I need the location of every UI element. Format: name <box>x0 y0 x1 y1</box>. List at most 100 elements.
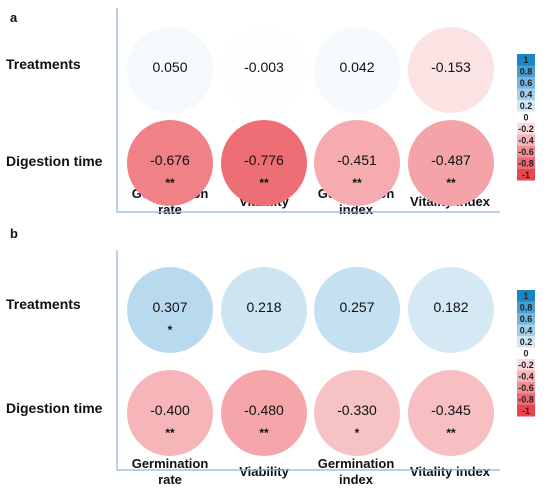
colorbar-tick-label: 0.6 <box>520 314 533 324</box>
colorbar-tick-label: -1 <box>522 406 530 416</box>
colorbar-swatch <box>517 146 535 158</box>
correlation-circle <box>408 120 494 206</box>
correlation-circle <box>314 370 400 456</box>
correlation-heatmap-b: 0.307 * 0.218 0.257 0.182 -0.400 ** -0.480 ** -0.… <box>116 250 535 471</box>
row-label-treatments: Treatments <box>6 56 81 72</box>
significance-marker: ** <box>446 176 456 190</box>
colorbar-tick-label: -0.8 <box>518 159 534 169</box>
colorbar-swatch <box>517 88 535 100</box>
colorbar-tick-label: 0.8 <box>520 303 533 313</box>
correlation-value-label: 0.307 <box>152 299 187 315</box>
correlation-value-label: -0.330 <box>337 402 377 418</box>
colorbar-swatch <box>517 336 535 348</box>
panel-letter: b <box>10 226 18 241</box>
colorbar-swatch <box>517 54 535 66</box>
correlation-circle <box>221 27 307 113</box>
colorbar-tick-label: -0.4 <box>518 372 534 382</box>
correlation-value-label: -0.400 <box>150 402 190 418</box>
col-label-line: Germination <box>131 456 209 471</box>
row-label-treatments: Treatments <box>6 296 81 312</box>
correlation-circle <box>127 267 213 353</box>
colorbar-swatch <box>517 100 535 112</box>
col-label-germination-rate: Germination rate <box>122 456 218 488</box>
colorbar-tick-label: -0.8 <box>518 395 534 405</box>
correlation-value-label: -0.153 <box>431 59 471 75</box>
colorbar-swatch <box>517 65 535 77</box>
correlation-value-label: -0.776 <box>244 152 284 168</box>
significance-marker: ** <box>165 426 175 440</box>
panel-letter: a <box>10 10 18 25</box>
correlation-value-label: -0.487 <box>431 152 471 168</box>
colorbar-tick-label: -0.2 <box>518 360 534 370</box>
correlation-circle <box>127 370 213 456</box>
correlation-value-label: 0.218 <box>246 299 281 315</box>
significance-marker: ** <box>352 176 362 190</box>
correlation-circle <box>314 27 400 113</box>
colorbar-swatch <box>517 111 535 123</box>
colorbar-swatch <box>517 370 535 382</box>
correlation-value-label: 0.042 <box>339 59 374 75</box>
colorbar-tick-label: 0.6 <box>520 78 533 88</box>
correlation-circle <box>221 267 307 353</box>
correlation-circle <box>408 370 494 456</box>
correlation-circle <box>408 267 494 353</box>
colorbar-swatch <box>517 134 535 146</box>
colorbar-swatch <box>517 169 535 181</box>
col-label-line: index <box>339 202 373 217</box>
colorbar-swatch <box>517 405 535 417</box>
row-label-digestion-time: Digestion time <box>6 153 103 169</box>
correlation-value-label: 0.182 <box>433 299 468 315</box>
colorbar-swatch <box>517 324 535 336</box>
colorbar-tick-label: 1 <box>523 55 528 65</box>
colorbar-tick-label: 1 <box>523 291 528 301</box>
col-label-viability: Viability <box>216 464 312 480</box>
correlation-circle <box>127 120 213 206</box>
colorbar-tick-label: 0.2 <box>520 101 533 111</box>
colorbar-tick-label: 0.8 <box>520 67 533 77</box>
colorbar-tick-label: 0.2 <box>520 337 533 347</box>
colorbar-tick-label: -0.6 <box>518 147 534 157</box>
colorbar-tick-label: 0.4 <box>520 90 533 100</box>
correlation-circle <box>221 370 307 456</box>
colorbar-swatch <box>517 123 535 135</box>
colorbar-tick-label: -0.6 <box>518 383 534 393</box>
correlation-circle <box>127 27 213 113</box>
significance-marker: ** <box>446 426 456 440</box>
correlation-value-label: -0.345 <box>431 402 471 418</box>
colorbar-swatch <box>517 301 535 313</box>
colorbar-swatch <box>517 290 535 302</box>
colorbar-swatch <box>517 157 535 169</box>
correlation-circle <box>221 120 307 206</box>
correlation-value-label: -0.480 <box>244 402 284 418</box>
col-label-line: Viability <box>239 464 289 479</box>
correlation-circle <box>314 267 400 353</box>
colorbar-tick-label: 0 <box>523 349 528 359</box>
colorbar-swatch <box>517 313 535 325</box>
col-label-vitality-index: Vitality index <box>402 464 498 480</box>
col-label-line: rate <box>158 202 182 217</box>
colorbar-tick-label: -0.2 <box>518 124 534 134</box>
colorbar-tick-label: 0.4 <box>520 326 533 336</box>
colorbar-tick-label: -0.4 <box>518 136 534 146</box>
col-label-line: rate <box>158 472 182 487</box>
panel-b: b Treatments Digestion time Germination … <box>0 226 550 498</box>
col-label-line: index <box>339 472 373 487</box>
col-label-line: Vitality index <box>410 464 490 479</box>
correlation-circle <box>408 27 494 113</box>
correlation-value-label: 0.050 <box>152 59 187 75</box>
panel-a: a Treatments Digestion time Germination … <box>0 0 550 248</box>
significance-marker: * <box>168 323 173 337</box>
col-label-germination-index: Germination index <box>308 456 404 488</box>
significance-marker: ** <box>165 176 175 190</box>
correlation-value-label: -0.451 <box>337 152 377 168</box>
correlation-value-label: -0.676 <box>150 152 190 168</box>
colorbar-swatch <box>517 77 535 89</box>
significance-marker: ** <box>259 426 269 440</box>
colorbar-tick-label: 0 <box>523 113 528 123</box>
colorbar-tick-label: -1 <box>522 170 530 180</box>
correlation-circle <box>314 120 400 206</box>
correlation-value-label: -0.003 <box>244 59 284 75</box>
colorbar-swatch <box>517 359 535 371</box>
col-label-line: Germination <box>317 456 395 471</box>
colorbar-swatch <box>517 347 535 359</box>
